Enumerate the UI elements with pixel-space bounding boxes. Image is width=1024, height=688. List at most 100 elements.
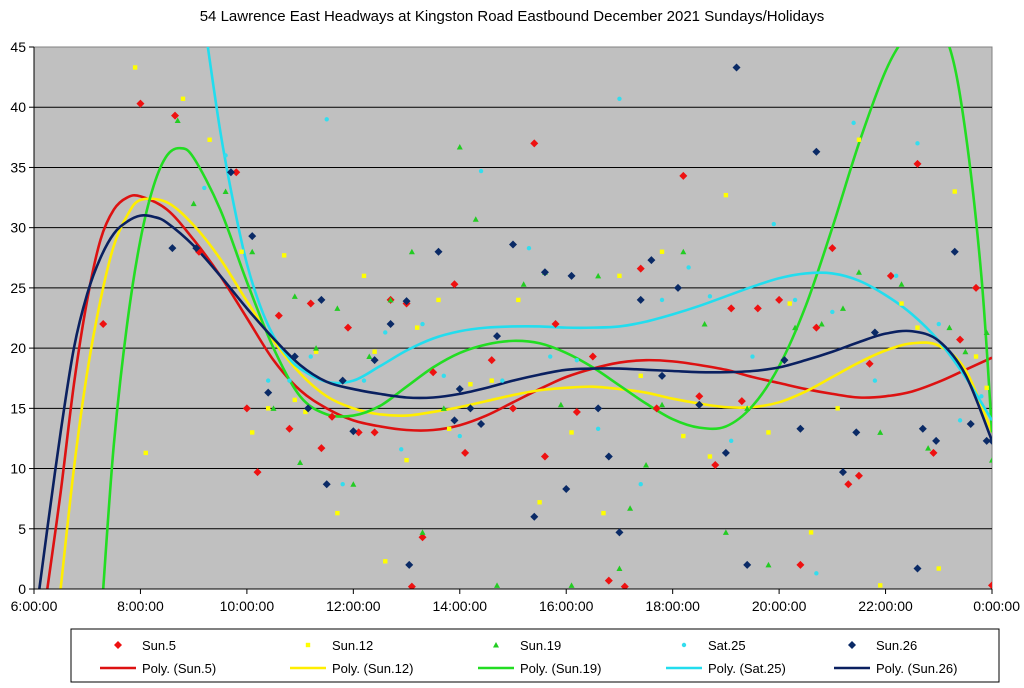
point-sun-26 xyxy=(812,147,821,156)
point-sun-19 xyxy=(350,481,357,487)
point-sat-25 xyxy=(617,96,622,101)
point-sun-19 xyxy=(313,345,320,351)
point-sun-19 xyxy=(408,248,415,255)
point-sun-26 xyxy=(780,356,789,365)
point-sun-5 xyxy=(317,444,326,453)
point-sun-12 xyxy=(984,385,989,391)
point-sat-25 xyxy=(420,321,425,327)
point-sun-5 xyxy=(450,280,459,289)
point-sun-5 xyxy=(487,356,496,365)
point-sun-12 xyxy=(723,192,729,198)
point-sun-19 xyxy=(557,401,564,408)
point-sat-25 xyxy=(202,185,207,191)
point-sun-5 xyxy=(572,407,581,416)
point-sun-26 xyxy=(567,271,576,280)
point-sat-25 xyxy=(915,141,920,146)
point-sun-26 xyxy=(852,428,861,437)
point-sun-19 xyxy=(659,401,666,408)
point-sat-25 xyxy=(308,354,313,359)
point-sun-19 xyxy=(595,272,602,279)
point-sun-5 xyxy=(418,533,427,542)
point-sun-12 xyxy=(361,273,367,279)
point-sun-5 xyxy=(306,299,315,308)
point-sun-26 xyxy=(918,424,927,433)
point-sun-19 xyxy=(494,582,501,588)
point-sun-5 xyxy=(854,471,863,480)
point-sun-5 xyxy=(886,271,895,280)
point-sun-5 xyxy=(865,359,874,368)
point-sun-19 xyxy=(297,459,304,466)
point-sun-26 xyxy=(264,388,273,397)
point-sun-5 xyxy=(737,397,746,406)
point-sun-5 xyxy=(636,264,645,273)
x-tick-label: 6:00:00 xyxy=(11,598,58,614)
point-sun-12 xyxy=(638,373,643,379)
point-sat-25 xyxy=(792,297,798,303)
point-sun-19 xyxy=(877,429,884,435)
point-sun-5 xyxy=(844,480,853,489)
legend-label: Sat.25 xyxy=(708,638,746,653)
point-sun-5 xyxy=(828,244,837,253)
point-sun-26 xyxy=(370,356,379,365)
point-sun-26 xyxy=(322,480,331,489)
point-sun-12 xyxy=(569,430,574,435)
legend: Sun.5 Sun.12 Sun.19 Sat.25 Sun.26 Poly. (Sun.… xyxy=(70,628,1000,683)
point-sun-12 xyxy=(446,426,452,432)
point-sun-19 xyxy=(744,405,751,411)
point-sun-12 xyxy=(766,430,771,435)
point-sun-5 xyxy=(461,448,470,457)
plot-area xyxy=(33,46,993,590)
point-sun-5 xyxy=(679,171,688,180)
point-sat-25 xyxy=(526,245,532,251)
point-sun-19 xyxy=(568,582,575,588)
point-sat-25 xyxy=(223,153,228,158)
point-sun-19 xyxy=(174,117,181,123)
point-sun-19 xyxy=(839,305,846,311)
point-sun-5 xyxy=(509,404,517,413)
point-sun-12 xyxy=(281,253,287,258)
point-sun-19 xyxy=(792,324,799,331)
point-sun-19 xyxy=(722,529,729,535)
point-sun-19 xyxy=(456,143,463,150)
point-sun-5 xyxy=(242,404,251,413)
point-sun-12 xyxy=(617,273,622,279)
point-sun-5 xyxy=(551,320,560,329)
point-sun-19 xyxy=(419,529,426,535)
point-sun-26 xyxy=(540,268,549,277)
point-sun-5 xyxy=(796,560,805,569)
point-sun-19 xyxy=(765,561,772,568)
y-tick-label: 35 xyxy=(10,159,26,175)
point-sun-5 xyxy=(604,576,613,585)
point-sun-12 xyxy=(915,325,920,330)
point-sat-25 xyxy=(638,482,643,487)
point-sun-5 xyxy=(99,320,108,329)
point-sun-26 xyxy=(913,564,922,573)
point-sat-25 xyxy=(500,378,505,383)
point-sun-26 xyxy=(743,560,752,569)
point-sat-25 xyxy=(574,357,580,363)
point-sun-5 xyxy=(354,428,363,437)
point-sun-26 xyxy=(338,376,347,385)
point-sun-5 xyxy=(285,424,294,433)
x-tick-label: 22:00:00 xyxy=(858,598,913,614)
legend-marker-sun-19 xyxy=(493,642,499,648)
point-sun-26 xyxy=(870,328,879,337)
point-sun-26 xyxy=(658,371,667,380)
point-sun-12 xyxy=(303,409,308,415)
trendlines xyxy=(38,47,992,589)
point-sun-12 xyxy=(383,559,388,564)
point-sun-5 xyxy=(370,428,379,437)
point-sun-12 xyxy=(952,189,957,194)
point-sat-25 xyxy=(894,273,899,279)
point-sat-25 xyxy=(707,294,713,299)
point-sun-12 xyxy=(372,349,377,354)
point-sun-19 xyxy=(925,445,932,451)
point-sun-26 xyxy=(673,283,682,292)
point-sun-5 xyxy=(344,323,353,332)
point-sun-26 xyxy=(796,424,805,433)
point-sun-12 xyxy=(787,301,792,306)
point-sun-12 xyxy=(404,457,409,463)
point-sun-12 xyxy=(936,566,941,571)
point-sun-12 xyxy=(878,583,883,588)
